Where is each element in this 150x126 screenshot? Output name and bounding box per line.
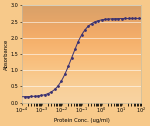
X-axis label: Protein Conc. (ug/ml): Protein Conc. (ug/ml) xyxy=(54,118,110,122)
Y-axis label: Absorbance: Absorbance xyxy=(3,38,8,70)
